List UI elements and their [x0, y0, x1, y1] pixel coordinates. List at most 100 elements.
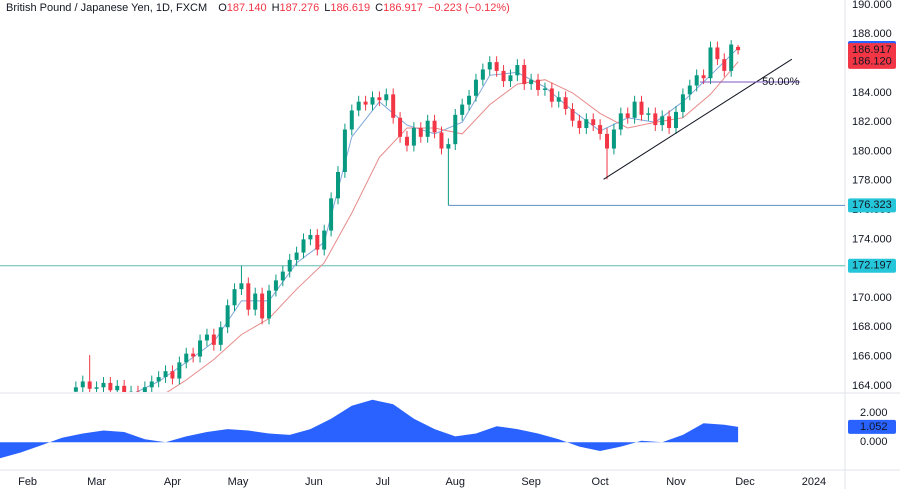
price-label: 172.197 [852, 260, 892, 272]
candle-body [273, 280, 278, 291]
y-tick-label: 2.000 [860, 407, 888, 419]
fib-label: 50.00% [762, 76, 800, 88]
candle-body [418, 128, 423, 137]
price-label: 176.323 [852, 199, 892, 211]
ohlc-value: 187.140 [227, 2, 267, 14]
candle-body [170, 371, 175, 379]
candle-body [232, 289, 237, 306]
price-label-box [848, 198, 896, 213]
candle-body [467, 95, 472, 105]
candle-body [253, 293, 258, 310]
x-tick-label: Nov [666, 476, 686, 488]
candle-body [591, 119, 596, 126]
candle-body [736, 46, 741, 51]
candle-body [584, 119, 589, 129]
candle-body [377, 97, 382, 101]
price-label: 186.917 [852, 44, 892, 56]
candle-body [632, 101, 637, 118]
candle-body [674, 111, 678, 129]
axes: 164.000166.000168.000170.000172.000174.0… [18, 0, 896, 488]
candle-body [301, 239, 306, 253]
candle-body [556, 97, 561, 102]
y-tick-label: 190.000 [852, 0, 892, 11]
candle-body [667, 116, 672, 129]
x-tick-label: Aug [445, 476, 465, 488]
y-tick-label: 182.000 [852, 116, 892, 128]
candle-body [404, 136, 409, 146]
candle-body [384, 94, 389, 101]
ohlc-label: H [272, 2, 280, 14]
candle-body [460, 104, 465, 115]
value-label-box [848, 419, 896, 434]
candle-body [225, 305, 230, 328]
candle-body [625, 113, 630, 118]
x-tick-label: Sep [521, 476, 541, 488]
candle-body [494, 62, 499, 71]
y-tick-label: 170.000 [852, 292, 892, 304]
price-label-box [848, 54, 896, 69]
candle-body [515, 65, 520, 76]
candle-body [294, 252, 299, 260]
candle-body [542, 88, 547, 90]
y-tick-label: 174.000 [852, 233, 892, 245]
candle-body [239, 283, 244, 290]
candle-body [570, 108, 575, 121]
candle-body [287, 259, 292, 272]
candle-body [163, 371, 168, 378]
candle-body [653, 113, 658, 126]
x-tick-label: Mar [87, 476, 106, 488]
candle-body [563, 97, 568, 109]
oscillator-pane [0, 399, 739, 459]
y-tick-label: 166.000 [852, 350, 892, 362]
candle-body [280, 271, 285, 281]
ohlc-value: 186.619 [330, 2, 370, 14]
candle-body [73, 387, 78, 392]
y-tick-label: 178.000 [852, 175, 892, 187]
candle-body [370, 97, 375, 105]
candle-body [246, 283, 251, 310]
candle-body [508, 75, 513, 82]
candle-body [694, 75, 699, 86]
candle-body [129, 391, 134, 392]
change: −0.223 (−0.12%) [428, 2, 510, 14]
price-label-box [848, 258, 896, 273]
ohlc-label: L [324, 2, 330, 14]
candle-body [198, 340, 203, 357]
trend-line [603, 58, 793, 180]
chart-title: British Pound / Japanese Yen, 1D, FXCM [6, 2, 207, 14]
candle-body [411, 128, 416, 146]
candle-body [94, 387, 99, 389]
candle-body [260, 293, 265, 319]
candle-body [267, 290, 272, 319]
candle-body [680, 94, 685, 112]
candle-body [722, 59, 727, 71]
y-tick-label: 180.000 [852, 145, 892, 157]
x-tick-label: May [228, 476, 249, 488]
candle-body [439, 132, 444, 149]
chart-header: British Pound / Japanese Yen, 1D, FXCM O… [6, 2, 510, 14]
candle-body [101, 382, 106, 388]
candle-body [618, 113, 623, 130]
candle-body [446, 144, 451, 149]
x-tick-label: Apr [164, 476, 181, 488]
price-label-box [848, 43, 896, 58]
price-label: 186.120 [852, 56, 892, 68]
ohlc-value: 186.917 [383, 2, 423, 14]
candle-body [522, 65, 527, 85]
candle-body [322, 230, 327, 250]
candle-body [191, 353, 196, 357]
candle-body [329, 198, 334, 231]
candle-body [577, 120, 582, 129]
candle-body [611, 129, 616, 149]
ohlc-label: O [218, 2, 227, 14]
y-tick-label: 0.000 [860, 436, 888, 448]
candle-body [342, 129, 347, 172]
x-tick-label: Jun [305, 476, 323, 488]
candle-body [87, 381, 92, 389]
y-tick-label: 168.000 [852, 321, 892, 333]
candle-body [639, 101, 644, 115]
candle-body [660, 116, 665, 126]
x-tick-label: Feb [18, 476, 37, 488]
candle-body [336, 171, 340, 199]
